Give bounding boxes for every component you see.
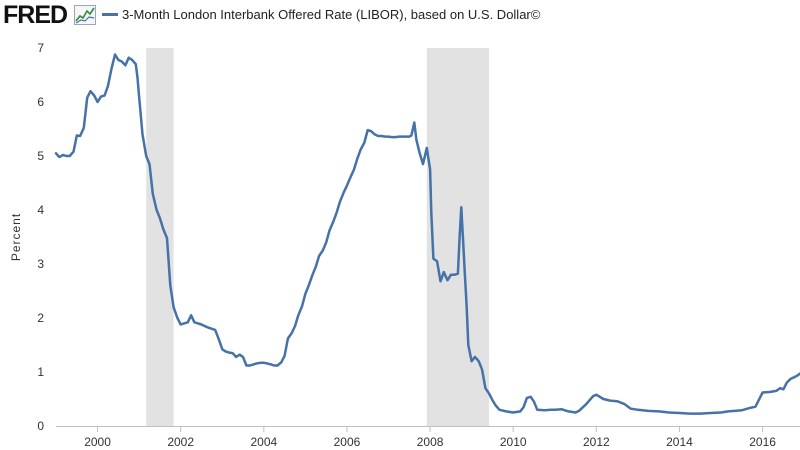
y-tick-label: 6 <box>37 95 44 109</box>
series-line-libor[interactable] <box>54 53 800 415</box>
y-tick-label: 1 <box>37 365 44 379</box>
x-tick-label: 2008 <box>417 435 444 449</box>
x-tick-label: 2010 <box>500 435 527 449</box>
x-tick-label: 2000 <box>84 435 111 449</box>
y-tick-label: 2 <box>37 311 44 325</box>
x-tick-label: 2002 <box>167 435 194 449</box>
x-tick-label: 2006 <box>334 435 361 449</box>
chart-header: FRED 3-Month London Interbank Offered Ra… <box>0 0 800 30</box>
legend-label: 3-Month London Interbank Offered Rate (L… <box>122 7 541 22</box>
chart-legend[interactable]: 3-Month London Interbank Offered Rate (L… <box>102 0 540 30</box>
x-tick-label: 2012 <box>583 435 610 449</box>
recession-shading <box>146 48 490 426</box>
y-tick-label: 0 <box>37 419 44 433</box>
x-tick-label: 2004 <box>250 435 277 449</box>
chart-line-icon <box>74 5 96 25</box>
x-tick-label: 2016 <box>749 435 776 449</box>
recession-band <box>146 48 174 426</box>
y-axis-label: Percent <box>9 213 23 261</box>
x-axis-ticks: 2000 2002 2004 2006 2008 2010 2012 2014 2016 <box>84 426 776 449</box>
x-tick-label: 2014 <box>666 435 693 449</box>
y-tick-label: 4 <box>37 203 44 217</box>
legend-swatch <box>102 13 118 17</box>
y-tick-label: 5 <box>37 149 44 163</box>
recession-band <box>426 48 490 426</box>
fred-logo[interactable]: FRED <box>3 1 68 29</box>
y-tick-label: 7 <box>37 41 44 55</box>
y-tick-label: 3 <box>37 257 44 271</box>
y-axis-ticks: 0 1 2 3 4 5 6 7 <box>37 41 44 433</box>
